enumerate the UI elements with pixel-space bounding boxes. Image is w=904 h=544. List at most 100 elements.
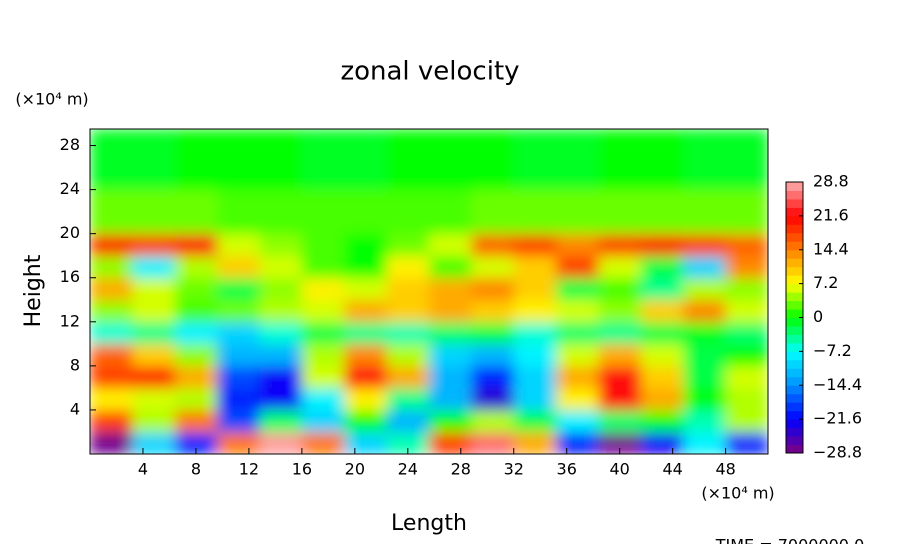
cell bbox=[174, 277, 218, 301]
cell bbox=[725, 431, 768, 454]
cell bbox=[90, 129, 133, 191]
cell bbox=[471, 365, 515, 389]
cell bbox=[598, 189, 642, 235]
x-tick-label: 20 bbox=[345, 460, 365, 479]
cell bbox=[725, 277, 768, 301]
cell bbox=[344, 431, 388, 454]
cell bbox=[301, 321, 345, 345]
cell bbox=[640, 387, 684, 411]
cell bbox=[640, 233, 684, 257]
cell bbox=[174, 299, 218, 323]
y-tick-label: 24 bbox=[60, 179, 80, 198]
cell bbox=[471, 189, 515, 235]
cell bbox=[640, 189, 684, 235]
cell bbox=[471, 409, 515, 433]
cell bbox=[386, 365, 430, 389]
cell bbox=[556, 233, 599, 257]
cell bbox=[217, 277, 260, 301]
x-tick-label: 8 bbox=[191, 460, 201, 479]
colorbar-step bbox=[786, 190, 803, 200]
x-tick-label: 36 bbox=[557, 460, 577, 479]
cell bbox=[217, 431, 260, 454]
colorbar-step bbox=[786, 207, 803, 217]
x-tick-label: 48 bbox=[715, 460, 735, 479]
colorbar-tick-label: 7.2 bbox=[813, 273, 838, 292]
colorbar-step bbox=[786, 309, 803, 318]
cell bbox=[556, 387, 599, 411]
cell bbox=[598, 277, 642, 301]
colorbar-step bbox=[786, 300, 803, 310]
footer: TIME = 7000000.0 bbox=[715, 536, 865, 544]
cell bbox=[598, 343, 642, 367]
cell bbox=[556, 343, 599, 367]
cell bbox=[174, 321, 218, 345]
cell bbox=[132, 255, 176, 279]
cell bbox=[217, 387, 260, 411]
y-tick-label: 12 bbox=[60, 311, 80, 330]
cell bbox=[90, 343, 133, 367]
cell bbox=[556, 189, 599, 235]
colorbar-tick-label: 14.4 bbox=[813, 239, 849, 258]
cell bbox=[217, 409, 260, 433]
cell bbox=[429, 189, 472, 235]
cell bbox=[429, 431, 472, 454]
x-tick-label: 28 bbox=[451, 460, 471, 479]
cell bbox=[217, 299, 260, 323]
cell bbox=[90, 255, 133, 279]
cell bbox=[471, 387, 515, 411]
cell bbox=[683, 277, 727, 301]
cell bbox=[640, 255, 684, 279]
cell bbox=[301, 189, 345, 235]
colorbar-step bbox=[786, 359, 803, 369]
colorbar-tick-label: 0 bbox=[813, 307, 823, 326]
cell bbox=[344, 255, 388, 279]
cell bbox=[174, 129, 218, 191]
cell bbox=[640, 299, 684, 323]
cell bbox=[259, 189, 303, 235]
cell bbox=[429, 387, 472, 411]
cell bbox=[259, 387, 303, 411]
cell bbox=[725, 321, 768, 345]
cell bbox=[344, 277, 388, 301]
cell bbox=[259, 255, 303, 279]
cell bbox=[513, 129, 557, 191]
cell bbox=[217, 189, 260, 235]
cell bbox=[174, 233, 218, 257]
cell bbox=[259, 299, 303, 323]
x-tick-label: 24 bbox=[398, 460, 418, 479]
cell bbox=[90, 189, 133, 235]
cell bbox=[429, 321, 472, 345]
y-tick-label: 28 bbox=[60, 135, 80, 154]
colorbar-step bbox=[786, 342, 803, 352]
cell bbox=[217, 321, 260, 345]
colorbar-step bbox=[786, 393, 803, 403]
cell bbox=[259, 431, 303, 454]
cell bbox=[513, 233, 557, 257]
colorbar-step bbox=[786, 198, 803, 208]
cell bbox=[683, 321, 727, 345]
cell bbox=[344, 409, 388, 433]
cell bbox=[513, 255, 557, 279]
cell bbox=[429, 233, 472, 257]
cell bbox=[683, 255, 727, 279]
cell bbox=[429, 255, 472, 279]
cell bbox=[556, 409, 599, 433]
x-tick-label: 40 bbox=[610, 460, 630, 479]
cell bbox=[259, 365, 303, 389]
cell bbox=[132, 233, 176, 257]
cell bbox=[513, 409, 557, 433]
cell bbox=[344, 189, 388, 235]
cell bbox=[386, 233, 430, 257]
cell bbox=[683, 129, 727, 191]
colorbar-tick-label: −14.4 bbox=[813, 375, 862, 394]
cell bbox=[725, 409, 768, 433]
cell bbox=[640, 343, 684, 367]
cell bbox=[386, 431, 430, 454]
x-tick-label: 12 bbox=[239, 460, 259, 479]
cell bbox=[513, 321, 557, 345]
cell bbox=[556, 129, 599, 191]
cell bbox=[429, 409, 472, 433]
cell bbox=[301, 343, 345, 367]
cell bbox=[429, 343, 472, 367]
